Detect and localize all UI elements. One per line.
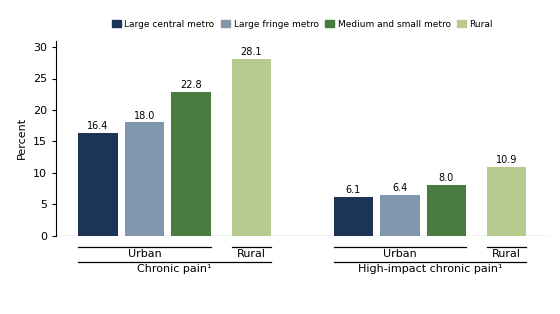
Bar bbox=[427, 185, 466, 236]
Bar bbox=[171, 92, 211, 236]
Text: 10.9: 10.9 bbox=[496, 155, 517, 165]
Bar bbox=[487, 167, 526, 236]
Text: 18.0: 18.0 bbox=[134, 111, 155, 121]
Bar bbox=[232, 59, 271, 236]
Text: 6.1: 6.1 bbox=[346, 185, 361, 195]
Text: Chronic pain¹: Chronic pain¹ bbox=[138, 264, 212, 274]
Text: 16.4: 16.4 bbox=[87, 121, 109, 131]
Text: Urban: Urban bbox=[383, 249, 417, 259]
Legend: Large central metro, Large fringe metro, Medium and small metro, Rural: Large central metro, Large fringe metro,… bbox=[108, 16, 497, 32]
Text: Urban: Urban bbox=[128, 249, 161, 259]
Text: 6.4: 6.4 bbox=[392, 183, 408, 193]
Text: 8.0: 8.0 bbox=[438, 173, 454, 183]
Text: 28.1: 28.1 bbox=[241, 47, 262, 57]
Bar bbox=[78, 133, 118, 236]
Y-axis label: Percent: Percent bbox=[17, 117, 27, 159]
Text: Rural: Rural bbox=[237, 249, 266, 259]
Text: 22.8: 22.8 bbox=[180, 80, 202, 90]
Bar bbox=[334, 197, 373, 236]
Bar bbox=[380, 195, 419, 236]
Text: High-impact chronic pain¹: High-impact chronic pain¹ bbox=[358, 264, 502, 274]
Text: Rural: Rural bbox=[492, 249, 521, 259]
Bar bbox=[125, 122, 164, 236]
